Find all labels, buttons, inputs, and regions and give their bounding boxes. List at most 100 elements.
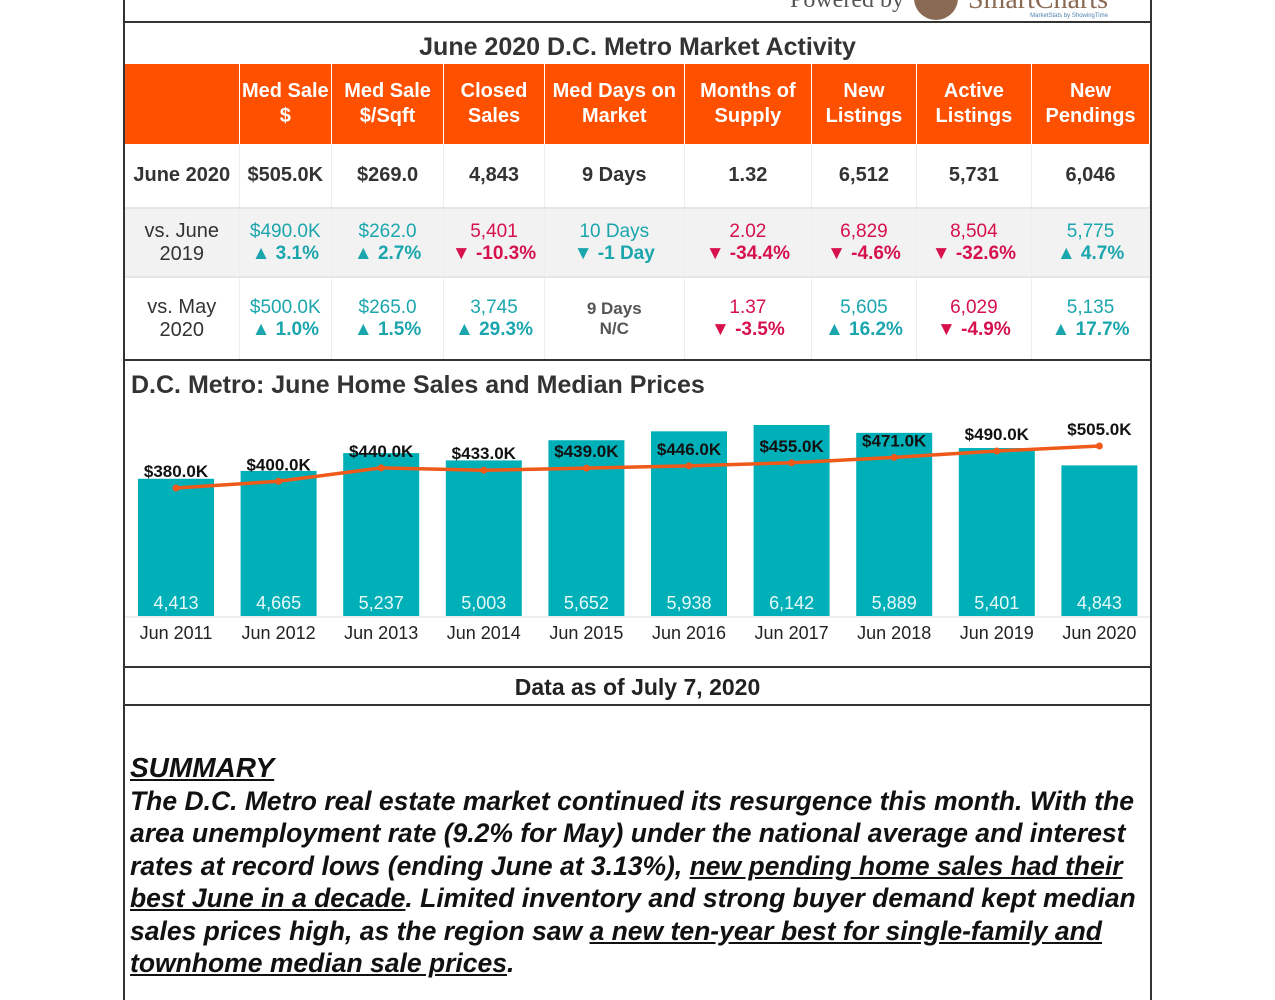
column-header (125, 64, 240, 144)
bar-label: 5,652 (564, 593, 609, 613)
summary-highlight-2: a new ten-year best for single-family an… (130, 915, 1102, 979)
bar-label: 4,413 (153, 593, 198, 613)
bar (651, 431, 727, 616)
cell-value: $265.0 (358, 296, 417, 318)
table-cell: 9 Days N/C (544, 277, 685, 361)
table-cell: 5,401 ▼ -10.3% (443, 208, 545, 278)
cell-value: 2.02 (729, 220, 767, 242)
x-tick-label: Jun 2014 (447, 623, 521, 643)
cell-change: ▼ -4.9% (937, 318, 1011, 340)
bar (445, 460, 522, 616)
bar-label: 6,142 (769, 593, 814, 613)
bar (1061, 465, 1138, 616)
table-cell: 6,029 ▼ -4.9% (916, 277, 1033, 361)
bar-label: 4,665 (256, 593, 301, 613)
cell-value: 5,605 (840, 296, 888, 318)
logo-wordmark: SmartCharts MarketStats by ShowingTime (968, 0, 1108, 20)
cell-change: ▼ -4.6% (827, 242, 901, 264)
summary: SUMMARY The D.C. Metro real estate marke… (130, 752, 1150, 980)
price-point (377, 464, 385, 472)
table-cell: $265.0 ▲ 1.5% (331, 277, 445, 361)
bar-label: 4,843 (1077, 593, 1122, 613)
sales-price-chart: 4,413 Jun 2011 4,665 Jun 2012 5,237 Jun 2013 5… (125, 420, 1150, 643)
summary-text-3: . (507, 948, 515, 978)
price-point (172, 484, 180, 492)
price-point (275, 477, 283, 485)
cell-change: ▲ 29.3% (455, 318, 533, 340)
summary-text: The D.C. Metro real estate market contin… (130, 785, 1134, 881)
table-cell: 5,775 ▲ 4.7% (1031, 208, 1150, 278)
cell-value: $500.0K (249, 296, 321, 318)
bar (856, 432, 933, 616)
x-tick-label: Jun 2018 (857, 623, 931, 643)
cell-change: ▲ 1.0% (251, 318, 319, 340)
price-point (480, 466, 488, 474)
summary-heading: SUMMARY (130, 752, 275, 783)
market-activity-table: Med Sale $ Med Sale $/Sqft Closed Sales Med… (125, 64, 1150, 361)
column-header: Active Listings (916, 64, 1033, 144)
column-header: Med Days on Market (544, 64, 685, 144)
cell-change: ▼ -10.3% (451, 242, 537, 264)
cell-change: ▼ -3.5% (711, 318, 785, 340)
cell-value: 5,135 (1066, 296, 1115, 318)
column-header: New Listings (811, 64, 917, 144)
price-point (582, 464, 590, 472)
bar (753, 424, 830, 616)
cell-change: ▼ -34.4% (705, 242, 791, 264)
x-tick-label: Jun 2015 (549, 623, 623, 643)
smartcharts-logo: Powered by SmartCharts MarketStats by Sh… (790, 0, 1108, 20)
column-header: New Pendings (1031, 64, 1150, 144)
bar-label: 5,401 (974, 593, 1019, 613)
cell-change: ▲ 1.5% (353, 318, 422, 340)
cell-value: 8,504 (950, 220, 998, 242)
table-cell: 5,135 ▲ 17.7% (1031, 277, 1150, 361)
table-cell: 8,504 ▼ -32.6% (916, 208, 1033, 278)
table-cell: 5,731 (916, 144, 1033, 209)
table-cell: $490.0K ▲ 3.1% (239, 208, 333, 278)
bar (138, 478, 214, 616)
column-header: Med Sale $/Sqft (331, 64, 445, 144)
cell-value: 6,829 (840, 220, 888, 242)
cell-value: 10 Days (579, 220, 650, 242)
x-tick-label: Jun 2020 (1062, 623, 1136, 643)
price-label: $446.0K (657, 440, 722, 459)
table-cell: $505.0K (239, 144, 333, 209)
price-label: $455.0K (759, 437, 824, 456)
table-cell: 3,745 ▲ 29.3% (443, 277, 545, 361)
cell-change: ▲ 16.2% (824, 318, 903, 340)
price-label: $380.0K (144, 462, 209, 481)
table-cell: $269.0 (331, 144, 445, 209)
bar (958, 448, 1035, 616)
row-label: vs. June 2019 (125, 208, 240, 278)
logo-icon (913, 0, 958, 20)
cell-value: $490.0K (249, 220, 321, 242)
price-label: $505.0K (1067, 420, 1132, 439)
x-tick-label: Jun 2013 (344, 623, 418, 643)
cell-change: N/C (599, 318, 629, 338)
report-frame (123, 0, 1152, 1000)
price-label: $433.0K (452, 444, 517, 463)
column-header: Months of Supply (684, 64, 813, 144)
price-point (993, 447, 1001, 455)
cell-change: ▼ -32.6% (931, 242, 1017, 264)
table-row: vs. June 2019 $490.0K ▲ 3.1% $262.0 ▲ 2.7% 5,… (125, 208, 1150, 278)
summary-highlight-1: new pending home sales had their best Ju… (130, 850, 1123, 914)
price-point (685, 462, 693, 470)
table-cell: 2.02 ▼ -34.4% (684, 208, 813, 278)
cell-value: 6,029 (950, 296, 998, 318)
cell-change: ▼ -1 Day (573, 242, 655, 264)
data-as-of: Data as of July 7, 2020 (123, 666, 1152, 706)
table-cell: 6,829 ▼ -4.6% (811, 208, 917, 278)
logo-brand: SmartCharts (968, 0, 1108, 14)
price-point (1095, 442, 1103, 450)
table-cell: 4,843 (443, 144, 545, 209)
table-row: vs. May 2020 $500.0K ▲ 1.0% $265.0 ▲ 1.5% 3,7… (125, 277, 1150, 361)
price-label: $490.0K (965, 425, 1030, 444)
price-label: $440.0K (349, 442, 414, 461)
x-tick-label: Jun 2012 (242, 623, 316, 643)
bar (240, 470, 317, 616)
table-cell: 1.37 ▼ -3.5% (684, 277, 813, 361)
bar (343, 453, 420, 616)
row-label: vs. May 2020 (125, 277, 240, 361)
column-header: Med Sale $ (239, 64, 333, 144)
